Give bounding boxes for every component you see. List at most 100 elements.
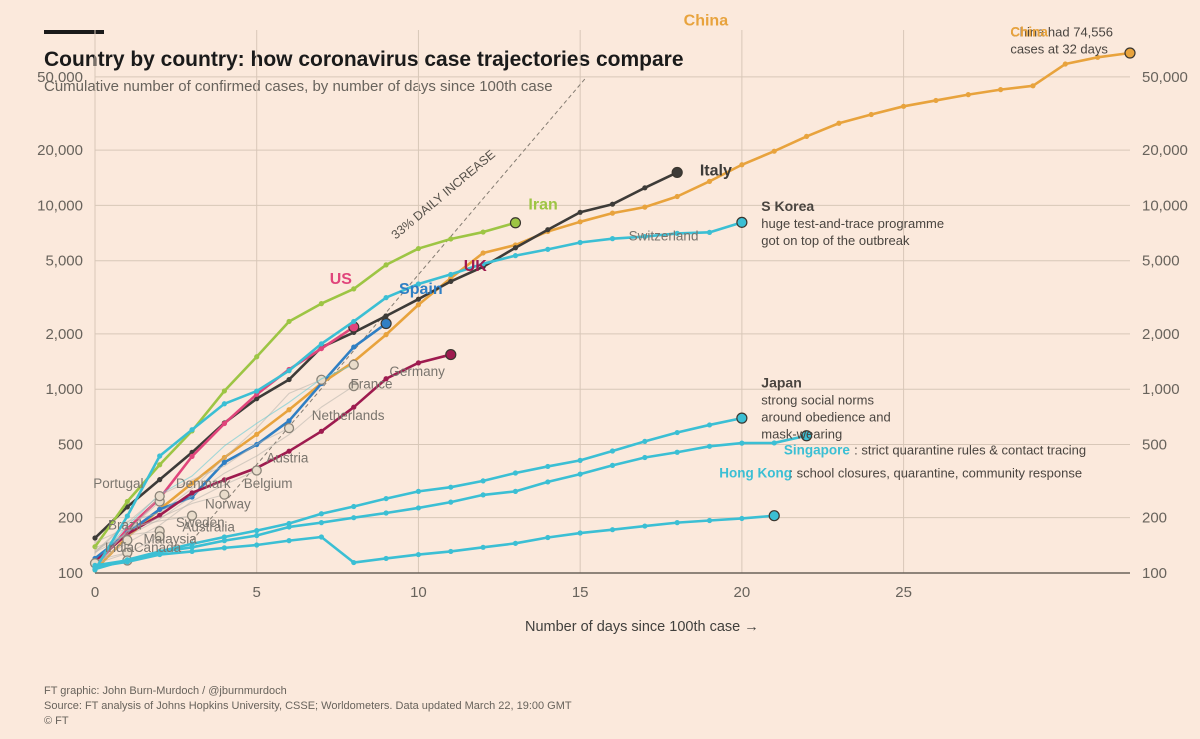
data-point-s-korea[interactable] <box>448 272 453 277</box>
data-point-s-korea[interactable] <box>189 427 194 432</box>
data-point-s-korea[interactable] <box>737 217 747 227</box>
data-point-hong-kong[interactable] <box>610 527 615 532</box>
data-point-italy[interactable] <box>92 535 97 540</box>
data-point-s-korea[interactable] <box>545 247 550 252</box>
data-point-hong-kong[interactable] <box>222 545 227 550</box>
data-point-japan[interactable] <box>254 528 259 533</box>
data-point-iran[interactable] <box>383 262 388 267</box>
data-point-singapore[interactable] <box>610 463 615 468</box>
data-point-hong-kong[interactable] <box>642 523 647 528</box>
data-point-iran[interactable] <box>416 246 421 251</box>
data-point-s-korea[interactable] <box>383 295 388 300</box>
data-point-italy[interactable] <box>513 245 518 250</box>
data-point-china[interactable] <box>836 121 841 126</box>
data-point-italy[interactable] <box>286 377 291 382</box>
data-point-hong-kong[interactable] <box>513 541 518 546</box>
data-point-china[interactable] <box>739 162 744 167</box>
data-point-s-korea[interactable] <box>319 341 324 346</box>
data-point-switzerland-endpoint[interactable] <box>349 360 358 369</box>
data-point-italy[interactable] <box>545 227 550 232</box>
data-point-austria-endpoint[interactable] <box>252 466 261 475</box>
data-point-singapore[interactable] <box>351 515 356 520</box>
data-point-singapore[interactable] <box>416 505 421 510</box>
data-point-singapore[interactable] <box>481 492 486 497</box>
data-point-hong-kong[interactable] <box>286 538 291 543</box>
data-point-italy[interactable] <box>383 313 388 318</box>
data-point-spain[interactable] <box>286 418 291 423</box>
data-point-japan[interactable] <box>319 511 324 516</box>
data-point-italy[interactable] <box>157 477 162 482</box>
data-point-china[interactable] <box>675 194 680 199</box>
data-point-japan[interactable] <box>416 489 421 494</box>
data-point-hong-kong[interactable] <box>769 511 779 521</box>
data-point-italy[interactable] <box>448 279 453 284</box>
data-point-china[interactable] <box>610 211 615 216</box>
data-point-s-korea[interactable] <box>286 368 291 373</box>
data-point-italy[interactable] <box>610 202 615 207</box>
data-point-china[interactable] <box>966 92 971 97</box>
data-point-china[interactable] <box>998 87 1003 92</box>
data-point-japan[interactable] <box>578 458 583 463</box>
data-point-hong-kong[interactable] <box>448 549 453 554</box>
data-point-singapore[interactable] <box>286 524 291 529</box>
data-point-hong-kong[interactable] <box>416 552 421 557</box>
data-point-china[interactable] <box>578 219 583 224</box>
data-point-china[interactable] <box>481 250 486 255</box>
data-point-s-korea[interactable] <box>157 453 162 458</box>
data-point-iran[interactable] <box>222 388 227 393</box>
data-point-china[interactable] <box>254 432 259 437</box>
data-point-china[interactable] <box>383 332 388 337</box>
data-point-singapore[interactable] <box>254 533 259 538</box>
data-point-singapore[interactable] <box>513 489 518 494</box>
data-point-hong-kong[interactable] <box>545 535 550 540</box>
data-point-s-korea[interactable] <box>707 230 712 235</box>
data-point-japan[interactable] <box>513 470 518 475</box>
data-point-singapore[interactable] <box>707 444 712 449</box>
data-point-s-korea[interactable] <box>610 236 615 241</box>
data-point-s-korea[interactable] <box>254 388 259 393</box>
data-point-japan[interactable] <box>610 448 615 453</box>
data-point-singapore[interactable] <box>448 500 453 505</box>
data-point-china[interactable] <box>869 112 874 117</box>
data-point-hong-kong[interactable] <box>92 564 97 569</box>
data-point-japan[interactable] <box>351 504 356 509</box>
data-point-uk[interactable] <box>446 350 456 360</box>
data-point-s-korea[interactable] <box>222 401 227 406</box>
data-point-japan[interactable] <box>642 439 647 444</box>
data-point-hong-kong[interactable] <box>319 534 324 539</box>
data-point-iran[interactable] <box>510 218 520 228</box>
data-point-hong-kong[interactable] <box>254 542 259 547</box>
data-point-china[interactable] <box>901 104 906 109</box>
data-point-japan[interactable] <box>448 485 453 490</box>
data-point-iran[interactable] <box>448 236 453 241</box>
data-point-spain[interactable] <box>381 319 391 329</box>
data-point-denmark-endpoint[interactable] <box>155 492 164 501</box>
data-point-hong-kong[interactable] <box>125 559 130 564</box>
data-point-s-korea[interactable] <box>513 253 518 258</box>
data-point-iran[interactable] <box>254 354 259 359</box>
data-point-singapore[interactable] <box>383 510 388 515</box>
data-point-china[interactable] <box>933 98 938 103</box>
data-point-china[interactable] <box>416 302 421 307</box>
data-point-hong-kong[interactable] <box>739 516 744 521</box>
data-point-hong-kong[interactable] <box>481 545 486 550</box>
data-point-china[interactable] <box>1030 83 1035 88</box>
data-point-china[interactable] <box>286 407 291 412</box>
data-point-singapore[interactable] <box>545 479 550 484</box>
data-point-us[interactable] <box>222 421 227 426</box>
data-point-japan[interactable] <box>481 478 486 483</box>
data-point-hong-kong[interactable] <box>351 560 356 565</box>
data-point-us[interactable] <box>189 454 194 459</box>
data-point-singapore[interactable] <box>578 472 583 477</box>
data-point-china[interactable] <box>642 205 647 210</box>
line-series-china[interactable] <box>95 53 1130 570</box>
data-point-singapore[interactable] <box>319 520 324 525</box>
data-point-china[interactable] <box>772 149 777 154</box>
data-point-hong-kong[interactable] <box>675 520 680 525</box>
data-point-hong-kong[interactable] <box>707 518 712 523</box>
data-point-uk[interactable] <box>319 429 324 434</box>
data-point-s-korea[interactable] <box>351 319 356 324</box>
data-point-singapore[interactable] <box>739 441 744 446</box>
data-point-netherlands-endpoint[interactable] <box>285 424 294 433</box>
data-point-singapore[interactable] <box>642 455 647 460</box>
